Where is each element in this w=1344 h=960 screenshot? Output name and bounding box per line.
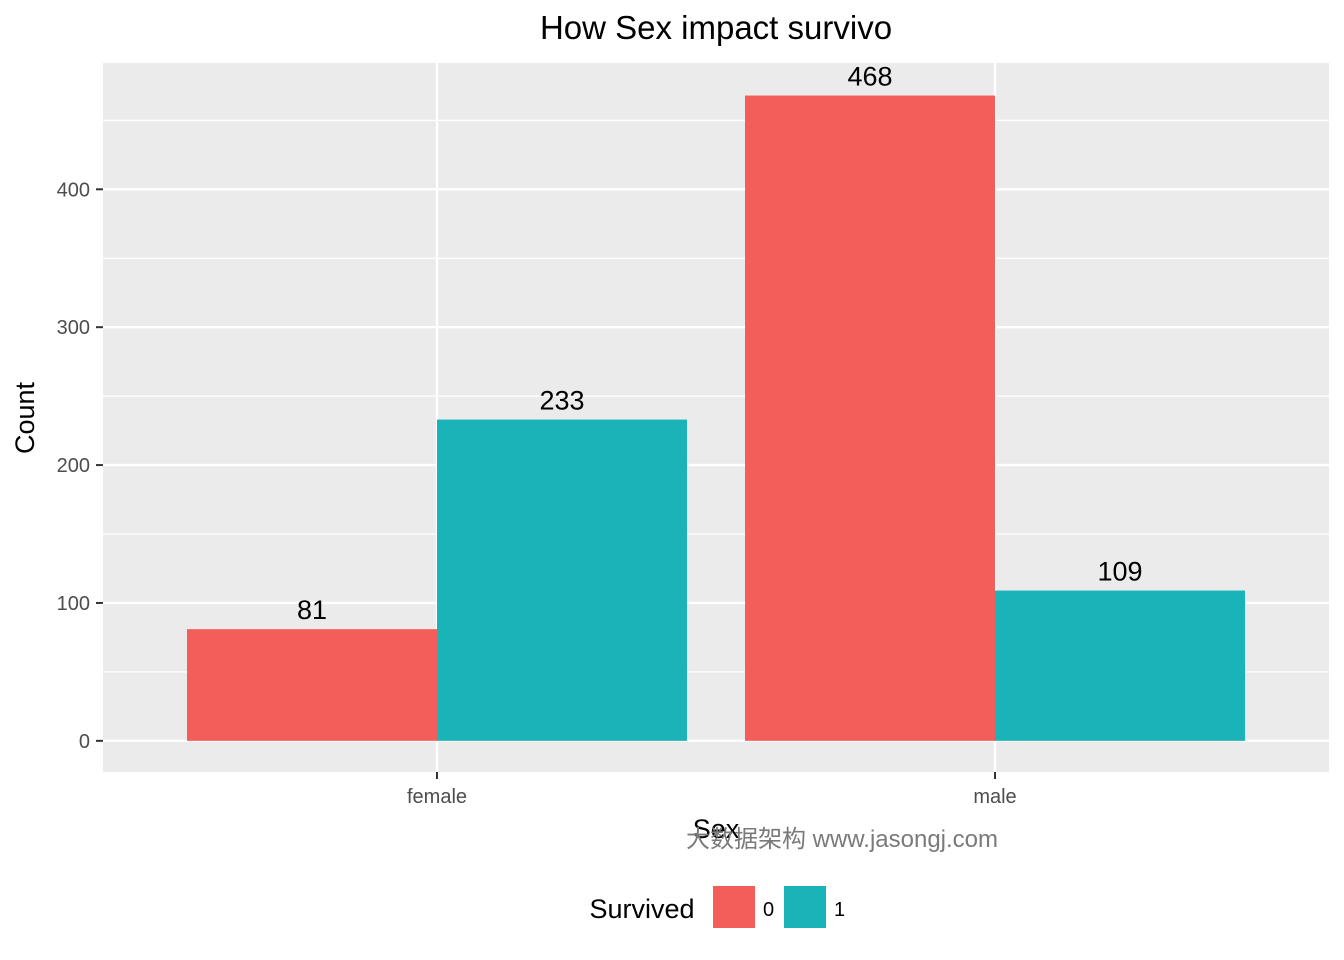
legend-key-0 [713,886,755,928]
legend: Survived 0 1 [589,886,845,928]
bar-male-survived-1 [995,590,1245,741]
legend-key-1 [784,886,826,928]
bar-female-survived-1 [437,419,687,741]
bar-female-survived-0 [187,629,437,741]
watermark: 大数据架构 www.jasongj.com [686,826,998,853]
y-axis-title: Count [10,381,40,454]
y-tick-label: 300 [57,317,90,339]
bars [187,95,1245,741]
chart-title: How Sex impact survivo [540,9,892,46]
x-axis: female male [407,772,1017,808]
y-axis: 0 100 200 300 400 [57,179,103,753]
x-axis-title: Sex [693,814,740,844]
legend-title: Survived [589,894,694,924]
data-label: 233 [539,386,584,416]
bar-male-survived-0 [745,95,995,741]
data-labels: 81 233 468 109 [297,62,1143,626]
data-label: 81 [297,595,327,625]
y-tick-label: 200 [57,455,90,477]
data-label: 109 [1097,557,1142,587]
y-tick-label: 100 [57,593,90,615]
legend-label: 0 [763,899,774,921]
x-tick-label: female [407,786,467,808]
y-tick-label: 0 [79,731,90,753]
x-tick-label: male [973,786,1016,808]
legend-label: 1 [834,899,845,921]
data-label: 468 [847,62,892,92]
y-tick-label: 400 [57,179,90,201]
